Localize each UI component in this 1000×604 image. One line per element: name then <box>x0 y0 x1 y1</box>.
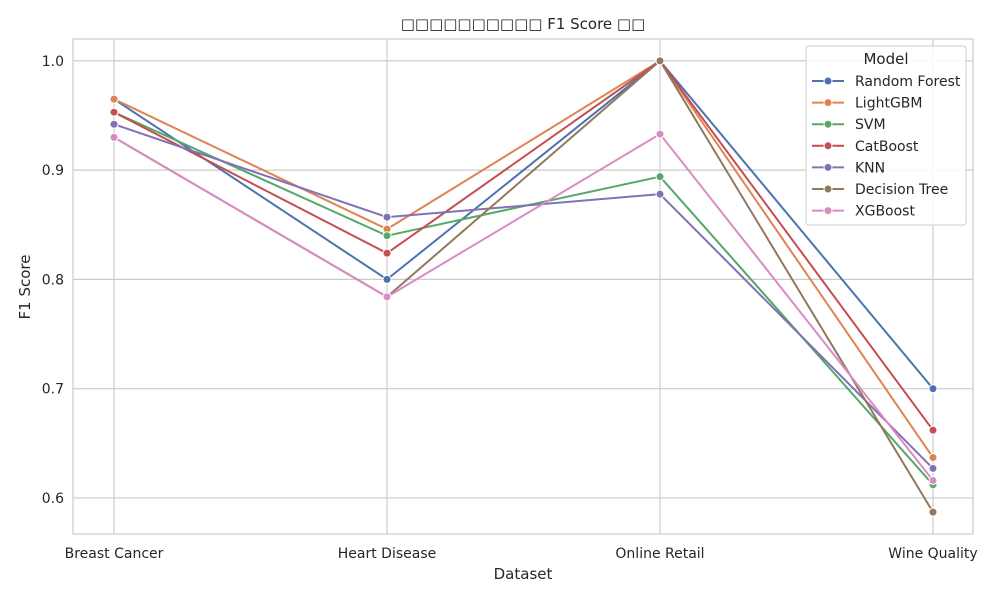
legend-marker <box>823 119 833 129</box>
series-line <box>113 59 934 431</box>
data-point <box>928 453 938 463</box>
x-tick-label: Wine Quality <box>888 546 977 562</box>
legend-marker <box>823 141 833 151</box>
data-point <box>382 212 392 222</box>
data-point <box>928 475 938 485</box>
data-point <box>109 119 119 129</box>
y-tick-labels: 0.6 0.7 0.8 0.9 1.0 <box>42 54 64 507</box>
data-point <box>382 248 392 258</box>
data-point <box>382 274 392 284</box>
series-line <box>113 59 934 459</box>
x-tick-labels: Breast Cancer Heart Disease Online Retail W… <box>65 546 978 562</box>
x-axis-title: Dataset <box>494 565 553 583</box>
legend-marker <box>823 162 833 172</box>
legend-box <box>805 45 967 226</box>
data-point <box>928 507 938 517</box>
series-line <box>113 123 934 470</box>
x-tick-label: Online Retail <box>615 546 704 562</box>
legend-label: SVM <box>855 117 886 133</box>
plot-frame <box>72 38 974 535</box>
y-tick-label: 0.7 <box>42 382 64 398</box>
x-tick-label: Heart Disease <box>338 546 436 562</box>
legend-label: KNN <box>855 160 885 176</box>
legend-label: Decision Tree <box>855 182 948 198</box>
data-point <box>928 425 938 435</box>
plot-border <box>72 38 974 535</box>
y-axis-title: F1 Score <box>16 255 34 320</box>
legend-title: Model <box>863 50 908 68</box>
legend-label: XGBoost <box>855 204 915 220</box>
data-point <box>109 107 119 117</box>
legend-marker <box>823 98 833 108</box>
legend-label: LightGBM <box>855 96 922 112</box>
data-point <box>655 56 665 66</box>
legend: Model Random Forest LightGBM SVM CatBoost KN… <box>805 45 967 226</box>
data-point <box>655 189 665 199</box>
series-group <box>109 56 938 517</box>
data-point <box>382 231 392 241</box>
data-point <box>382 292 392 302</box>
data-point <box>655 129 665 139</box>
y-tick-label: 0.6 <box>42 491 64 507</box>
legend-items: Random Forest LightGBM SVM CatBoost KNN Decis… <box>812 74 961 220</box>
legend-marker <box>823 76 833 86</box>
legend-marker <box>823 184 833 194</box>
data-point <box>109 94 119 104</box>
y-tick-label: 1.0 <box>42 54 64 70</box>
data-point <box>928 384 938 394</box>
y-tick-label: 0.8 <box>42 272 64 288</box>
data-point <box>109 132 119 142</box>
legend-label: CatBoost <box>855 139 919 155</box>
legend-label: Random Forest <box>855 74 961 90</box>
y-tick-label: 0.9 <box>42 163 64 179</box>
x-tick-label: Breast Cancer <box>65 546 164 562</box>
legend-marker <box>823 206 833 216</box>
data-point <box>655 172 665 182</box>
chart-title: □□□□□□□□□□ F1 Score □□ <box>401 15 646 33</box>
series-line <box>113 59 934 390</box>
data-point <box>928 463 938 473</box>
series-line <box>113 133 934 482</box>
